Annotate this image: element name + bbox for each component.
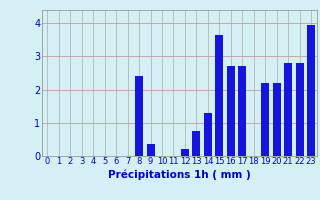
Bar <box>204 113 212 156</box>
Bar <box>273 83 281 156</box>
X-axis label: Précipitations 1h ( mm ): Précipitations 1h ( mm ) <box>108 169 251 180</box>
Bar <box>261 83 269 156</box>
Bar <box>284 63 292 156</box>
Bar <box>135 76 143 156</box>
Bar <box>147 144 155 156</box>
Bar <box>181 149 189 156</box>
Bar <box>192 131 200 156</box>
Bar <box>227 66 235 156</box>
Bar <box>296 63 304 156</box>
Bar <box>307 25 315 156</box>
Bar <box>215 35 223 156</box>
Bar <box>238 66 246 156</box>
